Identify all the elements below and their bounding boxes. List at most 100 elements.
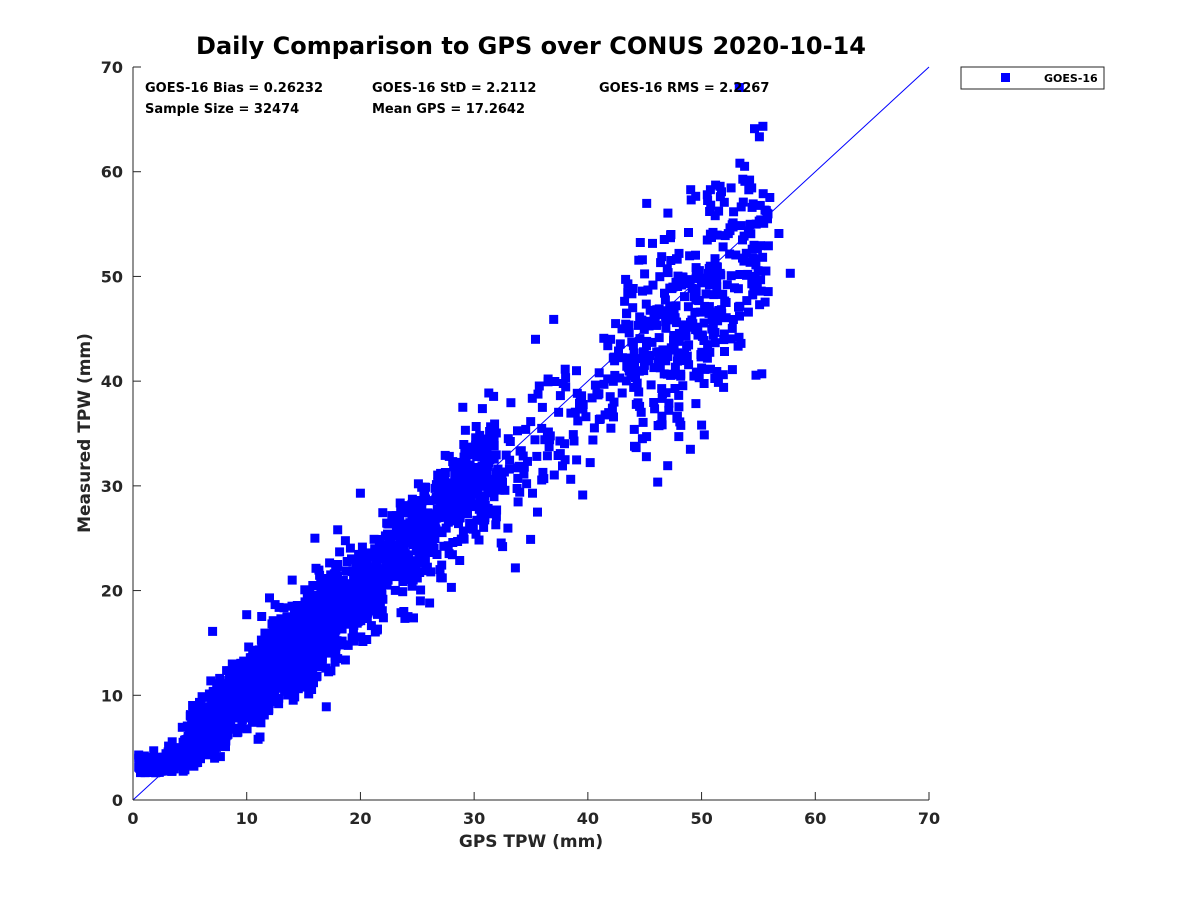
data-point <box>653 421 663 430</box>
data-point <box>309 617 319 626</box>
data-point <box>674 402 684 412</box>
data-point <box>684 360 694 370</box>
data-point <box>458 463 468 473</box>
data-point <box>303 602 313 612</box>
data-point <box>437 528 447 538</box>
data-point <box>321 663 331 673</box>
data-point <box>492 505 502 515</box>
data-point <box>367 598 377 608</box>
data-point <box>366 621 376 631</box>
data-point <box>372 625 382 635</box>
data-point <box>751 370 761 380</box>
data-point <box>405 536 414 546</box>
data-point <box>684 228 693 237</box>
data-point <box>489 492 499 502</box>
data-point <box>609 397 619 407</box>
data-point <box>351 555 361 565</box>
data-point <box>146 759 155 769</box>
data-point <box>362 569 372 579</box>
data-point <box>301 682 310 692</box>
data-point <box>644 321 654 331</box>
data-point <box>710 374 720 383</box>
data-point <box>670 313 680 323</box>
data-point <box>288 639 298 649</box>
data-point <box>532 451 542 461</box>
data-point <box>242 610 252 620</box>
data-point <box>673 336 683 346</box>
data-point <box>274 699 284 709</box>
data-point <box>369 534 379 544</box>
data-point <box>276 644 286 654</box>
data-point <box>685 444 695 454</box>
data-point <box>378 613 388 623</box>
data-point <box>702 190 712 200</box>
data-point <box>300 674 310 684</box>
data-point <box>705 347 715 357</box>
data-point <box>488 474 498 484</box>
data-point <box>316 593 326 603</box>
data-point <box>378 508 388 518</box>
data-point <box>513 426 522 436</box>
data-point <box>484 388 494 398</box>
data-point <box>706 364 715 374</box>
data-point <box>728 222 738 232</box>
data-point <box>673 282 683 291</box>
data-point <box>503 523 513 533</box>
data-point <box>631 399 641 409</box>
data-point <box>210 706 220 716</box>
data-point <box>704 263 714 273</box>
data-point <box>385 545 395 555</box>
y-tick-label: 70 <box>101 58 123 77</box>
data-point <box>682 341 692 351</box>
data-point <box>568 430 578 440</box>
data-point <box>181 759 191 769</box>
data-point <box>304 621 314 631</box>
data-point <box>638 417 648 427</box>
data-point <box>623 288 633 298</box>
data-point <box>526 417 536 427</box>
data-point <box>407 494 417 504</box>
data-point <box>498 542 508 552</box>
data-point <box>161 758 171 768</box>
data-point <box>696 352 706 362</box>
data-point <box>560 364 570 374</box>
data-point <box>712 367 722 376</box>
data-point <box>731 250 741 260</box>
data-point <box>549 314 559 324</box>
data-point <box>253 690 263 700</box>
data-point <box>193 747 203 757</box>
data-point <box>460 498 470 508</box>
data-point <box>448 457 458 467</box>
data-point <box>621 319 631 329</box>
data-point <box>490 419 500 429</box>
data-point <box>354 549 364 559</box>
data-point <box>362 635 372 644</box>
data-point <box>474 535 484 545</box>
data-point <box>735 311 744 321</box>
data-point <box>670 362 680 372</box>
data-point <box>154 754 164 764</box>
data-point <box>691 191 701 201</box>
data-point <box>375 535 385 544</box>
data-point <box>287 575 297 585</box>
data-point <box>170 753 180 763</box>
data-point <box>196 754 205 764</box>
data-point <box>657 393 667 403</box>
data-point <box>218 699 227 709</box>
data-point <box>270 679 280 689</box>
data-point <box>177 722 187 732</box>
data-point <box>727 365 737 375</box>
data-point <box>271 617 281 627</box>
stat-mean-gps: Mean GPS = 17.2642 <box>372 102 525 117</box>
data-point <box>206 676 216 686</box>
data-point <box>226 719 236 729</box>
data-point <box>691 263 701 273</box>
data-point <box>702 235 712 245</box>
data-point <box>755 200 765 210</box>
data-point <box>572 366 581 376</box>
data-point <box>297 606 307 616</box>
data-point <box>223 711 233 721</box>
data-point <box>735 301 745 311</box>
data-point <box>320 574 329 583</box>
data-point <box>432 504 442 514</box>
